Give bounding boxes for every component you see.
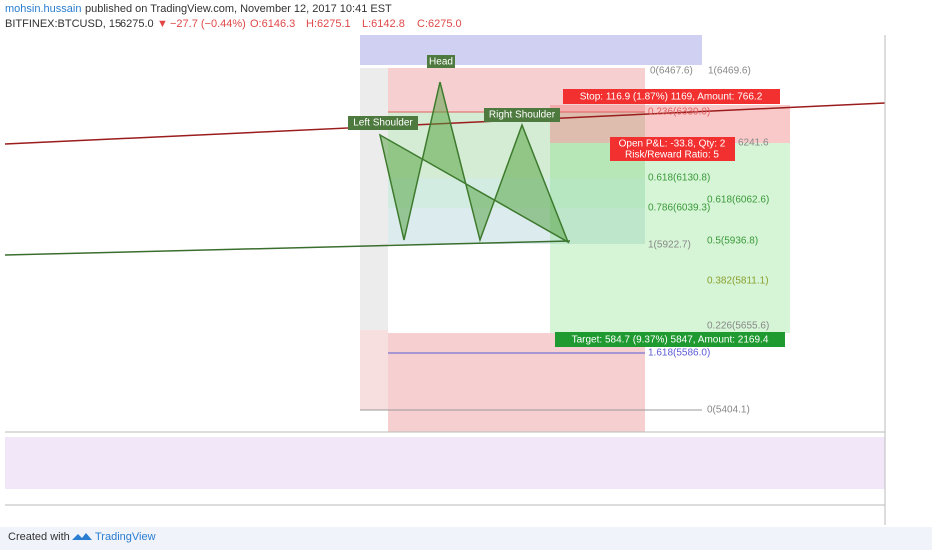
zone (360, 68, 388, 330)
change: −27.7 (−0.44%) (170, 18, 246, 30)
fib-label: 1(6469.6) (708, 66, 751, 77)
author[interactable]: mohsin.hussain (5, 3, 81, 15)
fib-label: 0.786(6039.3) (648, 203, 710, 214)
risk-reward: Risk/Reward Ratio: 5 (625, 150, 719, 161)
right-shoulder: Right Shoulder (489, 110, 556, 121)
stop: Stop: 116.9 (1.87%) 1169, Amount: 766.2 (580, 92, 763, 103)
open: O:6146.3 (250, 18, 295, 30)
target-box (555, 332, 785, 347)
target: Target: 584.7 (9.37%) 5847, Amount: 2169… (572, 335, 769, 346)
fib-label: 0.5(5936.8) (707, 236, 758, 247)
fib-label: 1(5922.7) (648, 240, 691, 251)
footer (0, 527, 932, 550)
last: 6275.0 (120, 18, 154, 30)
left-shoulder: Left Shoulder (353, 118, 413, 129)
zone (388, 208, 645, 244)
fib-label: 0.618(6062.6) (707, 195, 769, 206)
stop-zone (550, 105, 790, 143)
published: published on TradingView.com, November 1… (85, 3, 392, 15)
fib-label: 1.618(5586.0) (648, 348, 710, 359)
stop-box (563, 89, 780, 104)
label-box (484, 108, 560, 122)
fib-label: 6241.6 (738, 138, 769, 149)
arrow: ▼ (157, 18, 168, 30)
brand[interactable]: TradingView (95, 531, 156, 543)
zone (388, 333, 645, 432)
low: L:6142.8 (362, 18, 405, 30)
target-zone (550, 143, 790, 333)
zone (360, 330, 388, 410)
fib-label: 0(6467.6) (650, 66, 693, 77)
fib-label: 0.236(6339.0) (648, 107, 710, 118)
zone (360, 35, 702, 65)
pnl: Open P&L: -33.8, Qty: 2 (619, 139, 726, 150)
fib-label: 0.226(5655.6) (707, 321, 769, 332)
created-with: Created with (8, 531, 70, 543)
fib-label: 0(5404.1) (707, 405, 750, 416)
label-box (348, 116, 418, 130)
label-box (427, 55, 455, 68)
fib-label: 0.382(5811.1) (707, 276, 769, 287)
pnl-box (610, 137, 735, 161)
neckline (4, 240, 571, 256)
logo (72, 533, 92, 540)
fib-labels: 0(6467.6) 1(6469.6) 0.236(6339.0) 6241.6… (648, 66, 769, 416)
rsi-band (5, 437, 885, 489)
fib-label: 0.618(6130.8) (648, 173, 710, 184)
symbol: BITFINEX:BTCUSD, 15 (5, 18, 121, 30)
head-shoulders (378, 81, 570, 244)
high: H:6275.1 (306, 18, 351, 30)
head: Head (429, 57, 453, 68)
close: C:6275.0 (417, 18, 462, 30)
